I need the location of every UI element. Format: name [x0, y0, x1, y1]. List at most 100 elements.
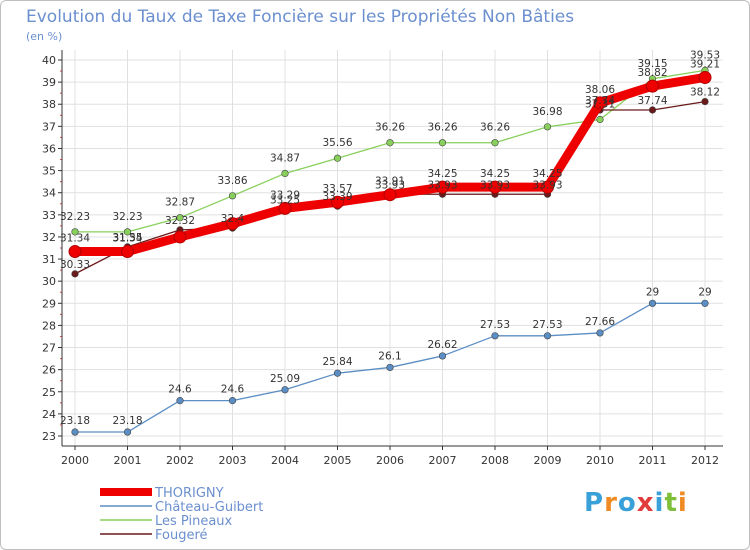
data-label-2: 36.26 — [480, 122, 510, 134]
data-label-1: 25.84 — [322, 356, 352, 368]
data-label-3: 32.32 — [165, 215, 195, 227]
data-label-3: 33.39 — [322, 191, 352, 203]
x-tick-label: 2008 — [481, 454, 509, 467]
data-point-1 — [333, 369, 342, 377]
data-point-2 — [71, 228, 79, 236]
data-label-3: 33.93 — [480, 179, 510, 191]
data-point-1 — [648, 299, 657, 307]
data-label-1: 24.6 — [221, 384, 245, 396]
data-label-3: 38.12 — [690, 87, 720, 99]
data-label-2: 33.86 — [217, 175, 247, 187]
data-label-0: 38.82 — [637, 67, 667, 79]
data-label-2: 34.87 — [270, 152, 300, 164]
y-tick-label: 31 — [42, 253, 56, 266]
data-label-0: 33.29 — [270, 189, 300, 201]
data-label-3: 33.25 — [270, 194, 300, 206]
data-point-3 — [701, 97, 709, 106]
data-label-0: 31.34 — [60, 233, 90, 245]
y-tick-label: 33 — [42, 209, 56, 222]
logo-letter: i — [654, 488, 665, 518]
data-point-2 — [386, 139, 394, 147]
data-point-0 — [383, 188, 397, 202]
data-point-1 — [386, 363, 394, 372]
data-point-0 — [698, 70, 712, 84]
legend-label-3: Fougeré — [155, 528, 208, 543]
data-label-3: 37.74 — [637, 95, 667, 107]
data-point-1 — [71, 428, 79, 436]
data-label-1: 26.1 — [378, 350, 401, 362]
y-tick-label: 26 — [42, 364, 56, 377]
proxiti-logo: Proxiti — [584, 488, 688, 518]
data-label-0: 31.34 — [112, 233, 142, 245]
y-tick-label: 37 — [42, 120, 56, 133]
data-point-1 — [123, 428, 132, 436]
data-label-2: 39.15 — [637, 58, 667, 70]
data-point-1 — [281, 386, 289, 394]
logo-letter: r — [604, 488, 618, 518]
x-tick-label: 2000 — [61, 454, 89, 467]
logo-letter: i — [677, 488, 688, 518]
y-tick-label: 27 — [42, 342, 56, 355]
x-tick-label: 2010 — [586, 454, 614, 467]
data-point-3 — [71, 270, 79, 278]
y-tick-label: 40 — [42, 54, 56, 67]
data-label-0: 34.25 — [532, 168, 562, 180]
x-tick-label: 2012 — [691, 454, 719, 467]
data-point-1 — [701, 299, 709, 307]
data-point-0 — [226, 217, 239, 231]
data-point-1 — [596, 329, 604, 337]
logo-letter: t — [664, 488, 678, 518]
data-label-2: 36.98 — [532, 106, 562, 118]
data-point-0 — [488, 180, 502, 194]
data-point-0 — [541, 180, 554, 194]
y-tick-label: 36 — [42, 142, 56, 155]
data-point-1 — [543, 332, 552, 340]
data-label-0: 34.25 — [427, 168, 457, 180]
data-label-2: 37.31 — [585, 98, 615, 110]
data-label-3: 32.4 — [221, 213, 245, 225]
data-label-2: 32.87 — [165, 197, 195, 209]
x-tick-label: 2002 — [166, 454, 194, 467]
data-point-1 — [176, 397, 184, 405]
chart-subtitle: (en %) — [26, 30, 62, 43]
y-tick-label: 30 — [42, 275, 56, 288]
data-point-0 — [331, 195, 344, 209]
data-point-2 — [543, 123, 552, 131]
data-point-0 — [646, 79, 659, 93]
y-tick-label: 25 — [42, 386, 56, 399]
data-label-2: 36.26 — [427, 122, 457, 134]
data-label-1: 27.53 — [532, 319, 562, 331]
x-tick-label: 2004 — [271, 454, 299, 467]
data-label-3: 33.93 — [532, 179, 562, 191]
data-label-1: 29 — [646, 286, 659, 298]
data-label-2: 36.26 — [375, 122, 405, 134]
data-point-0 — [68, 245, 82, 259]
data-point-1 — [491, 332, 499, 340]
data-label-1: 27.66 — [585, 316, 615, 328]
data-label-3: 37.74 — [585, 95, 615, 107]
y-tick-label: 39 — [42, 76, 56, 89]
data-point-0 — [278, 201, 292, 215]
data-label-2: 35.56 — [322, 137, 352, 149]
data-point-2 — [333, 154, 342, 162]
data-point-2 — [176, 214, 184, 222]
data-label-1: 29 — [698, 286, 711, 298]
legend-label-1: Château-Guibert — [155, 500, 263, 515]
y-tick-label: 32 — [42, 231, 56, 244]
y-tick-label: 29 — [42, 297, 56, 310]
data-label-0: 33.57 — [322, 183, 352, 195]
x-tick-label: 2005 — [324, 454, 352, 467]
data-label-3: 30.33 — [60, 259, 90, 271]
y-tick-label: 38 — [42, 98, 56, 111]
data-label-1: 26.62 — [427, 339, 457, 351]
y-tick-label: 24 — [42, 408, 56, 421]
chart-title: Evolution du Taux de Taxe Foncière sur l… — [26, 7, 574, 27]
data-label-layer: 23.18 23.18 24.6 24.6 25.09 25.84 26.1 26.62 27.… — [60, 49, 720, 427]
data-point-0 — [173, 230, 187, 244]
data-label-0: 34.25 — [480, 168, 510, 180]
series-layer — [68, 66, 712, 436]
y-tick-label: 34 — [42, 187, 56, 200]
data-point-0 — [121, 245, 134, 259]
